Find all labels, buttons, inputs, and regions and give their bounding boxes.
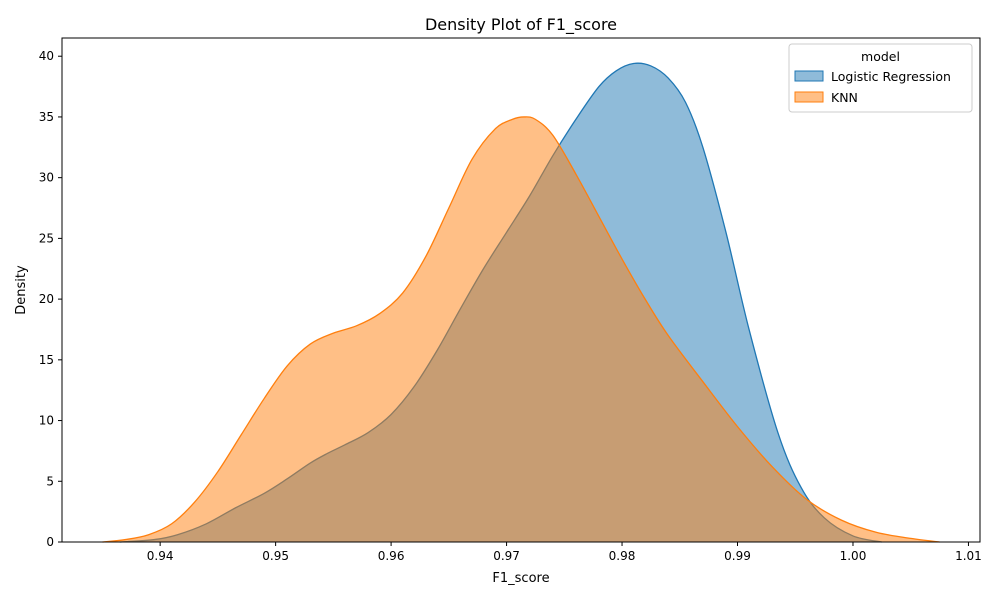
y-tick-label: 30 — [39, 171, 54, 185]
y-axis-ticks: 0 5 10 15 20 25 30 35 40 — [39, 49, 62, 549]
x-axis-label: F1_score — [492, 571, 549, 586]
y-tick-label: 35 — [39, 110, 54, 124]
density-line-knn — [102, 116, 940, 543]
legend-title: model — [861, 49, 900, 64]
y-axis-label: Density — [14, 265, 29, 315]
density-area-knn — [102, 116, 940, 543]
y-tick-label: 40 — [39, 49, 54, 63]
x-tick-label: 1.00 — [840, 549, 867, 563]
density-areas — [102, 62, 940, 543]
axes: 0.94 0.95 0.96 0.97 0.98 0.99 1.00 1.01 0 5 10 15 2… — [39, 37, 982, 563]
y-tick-label: 10 — [39, 414, 54, 428]
y-tick-label: 20 — [39, 292, 54, 306]
chart-title: Density Plot of F1_score — [425, 15, 617, 35]
legend-label-logistic-regression: Logistic Regression — [831, 69, 951, 84]
x-tick-label: 0.97 — [493, 549, 520, 563]
y-tick-label: 0 — [46, 535, 54, 549]
legend-swatch-knn — [794, 91, 824, 103]
legend-label-knn: KNN — [831, 90, 858, 105]
x-tick-label: 0.94 — [147, 549, 174, 563]
x-tick-label: 0.96 — [378, 549, 405, 563]
x-tick-label: 0.98 — [609, 549, 636, 563]
legend: model Logistic Regression KNN — [788, 43, 973, 113]
x-tick-label: 0.99 — [724, 549, 751, 563]
legend-swatch-logistic-regression — [794, 70, 824, 82]
legend-box — [788, 43, 973, 113]
plot-frame — [61, 37, 981, 543]
y-tick-label: 15 — [39, 353, 54, 367]
y-tick-label: 25 — [39, 231, 54, 245]
legend-items: Logistic Regression KNN — [794, 69, 951, 105]
x-tick-label: 1.01 — [955, 549, 982, 563]
y-tick-label: 5 — [46, 474, 54, 488]
x-tick-label: 0.95 — [262, 549, 289, 563]
x-axis-ticks: 0.94 0.95 0.96 0.97 0.98 0.99 1.00 1.01 — [147, 542, 982, 563]
